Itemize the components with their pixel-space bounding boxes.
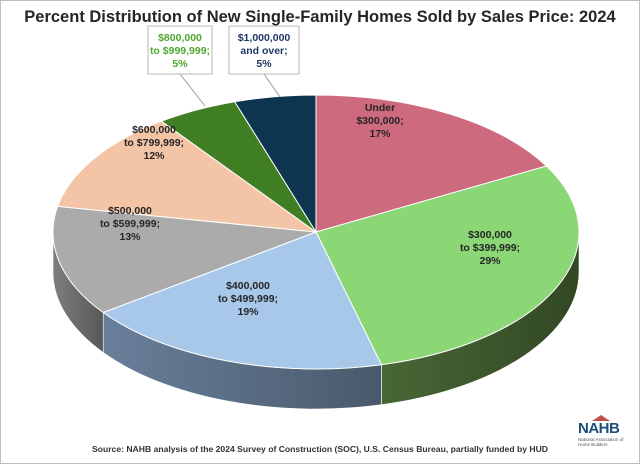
slice-label-line: 5% xyxy=(256,58,272,70)
slice-label-line: 5% xyxy=(172,58,188,70)
pie-slice-2 xyxy=(102,231,383,370)
pie-slice-4 xyxy=(56,120,318,233)
slice-label-line: Under xyxy=(365,102,395,114)
pie-slice-3 xyxy=(52,205,317,314)
pie-slice-6 xyxy=(233,94,317,234)
logo-roof-icon xyxy=(592,415,610,421)
slice-label-line: $800,000 xyxy=(158,32,202,44)
slice-label-line: 12% xyxy=(143,150,165,162)
slice-label-line: to $799,999; xyxy=(124,137,184,149)
pie-slice-1 xyxy=(315,165,580,366)
chart-title: Percent Distribution of New Single-Famil… xyxy=(24,8,616,26)
leader-line-5 xyxy=(179,73,206,107)
pie-slices xyxy=(52,94,580,370)
slice-label-line: to $999,999; xyxy=(150,45,210,57)
label-box-5 xyxy=(147,25,213,75)
slice-label-line: $400,000 xyxy=(226,280,270,292)
slice-label-line: 29% xyxy=(479,255,501,267)
slice-label-line: 13% xyxy=(119,231,141,243)
pie-slice-0 xyxy=(315,94,548,233)
slice-label-line: to $399,999; xyxy=(460,242,520,254)
label-box-6 xyxy=(228,25,300,75)
slice-label-line: and over; xyxy=(240,45,287,57)
source-note: Source: NAHB analysis of the 2024 Survey… xyxy=(91,444,549,454)
slice-label-line: $300,000 xyxy=(468,229,512,241)
logo-text: NAHB xyxy=(578,420,620,437)
slice-label-0: Under$300,000;17% xyxy=(356,102,403,140)
slice-label-line: to $599,999; xyxy=(100,218,160,230)
logo-subtext: National Association of Home Builders xyxy=(578,437,624,447)
slice-label-line: to $499,999; xyxy=(218,293,278,305)
slice-label-line: 19% xyxy=(237,306,259,318)
slice-label-line: $1,000,000 xyxy=(238,32,291,44)
slice-label-line: $600,000 xyxy=(132,124,176,136)
leader-line-6 xyxy=(263,73,281,98)
nahb-logo: NAHB National Association of Home Builde… xyxy=(578,415,630,456)
slice-label-line: 17% xyxy=(369,128,391,140)
slice-label-line: $300,000; xyxy=(356,115,403,127)
slice-label-line: $500,000 xyxy=(108,205,152,217)
